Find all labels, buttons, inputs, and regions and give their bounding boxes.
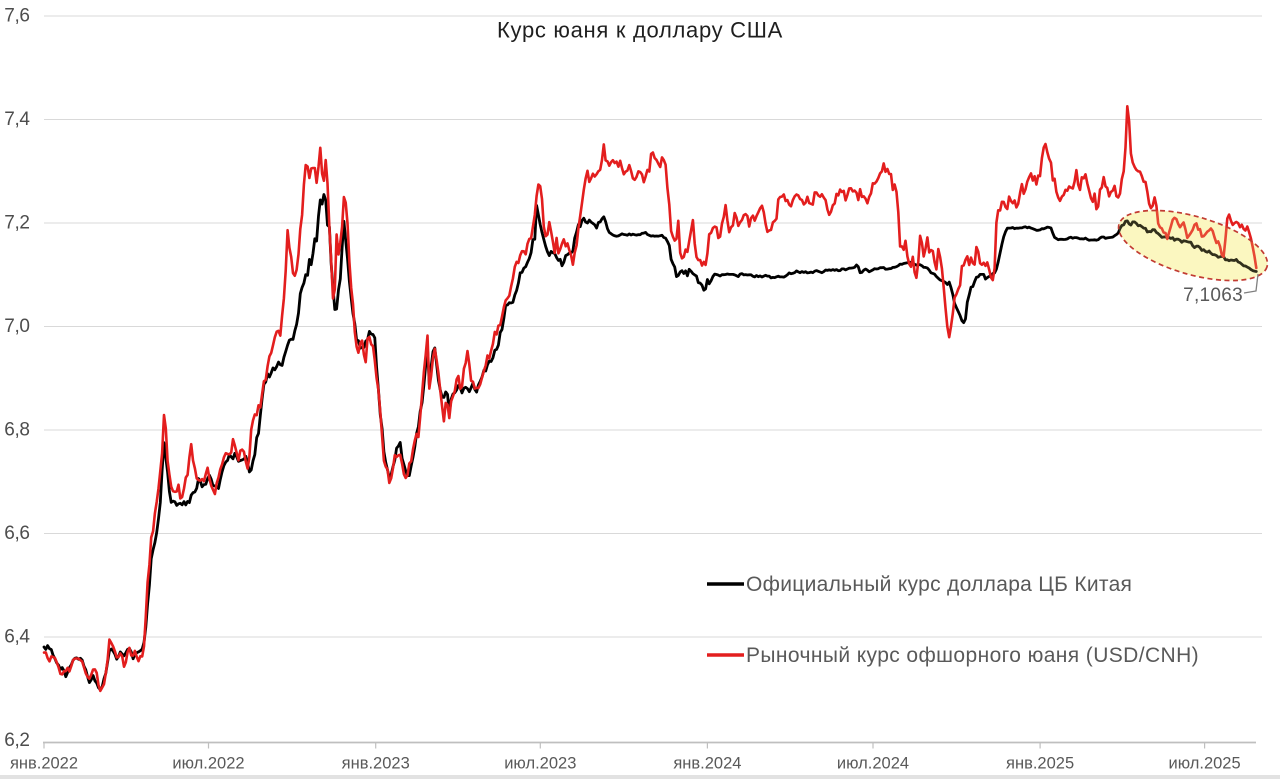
svg-text:6,6: 6,6	[4, 523, 29, 544]
svg-text:7,1063: 7,1063	[1183, 285, 1243, 306]
svg-text:июл.2022: июл.2022	[172, 755, 244, 773]
svg-text:7,6: 7,6	[4, 6, 29, 27]
svg-text:янв.2024: янв.2024	[673, 755, 741, 773]
svg-text:июл.2024: июл.2024	[837, 755, 909, 773]
svg-text:янв.2025: янв.2025	[1006, 755, 1074, 773]
svg-text:6,2: 6,2	[4, 730, 29, 751]
svg-text:6,4: 6,4	[4, 627, 30, 648]
svg-text:7,4: 7,4	[4, 109, 30, 130]
svg-text:июл.2023: июл.2023	[504, 755, 576, 773]
svg-text:7,0: 7,0	[4, 316, 29, 337]
svg-text:6,8: 6,8	[4, 420, 29, 441]
svg-text:Официальный курс доллара ЦБ Ки: Официальный курс доллара ЦБ Китая	[746, 573, 1132, 596]
svg-text:Курс юаня к доллару США: Курс юаня к доллару США	[497, 18, 783, 43]
svg-text:Рыночный курс офшорного юаня (: Рыночный курс офшорного юаня (USD/CNH)	[746, 644, 1199, 667]
svg-text:7,2: 7,2	[4, 213, 29, 234]
svg-text:янв.2022: янв.2022	[10, 755, 78, 773]
svg-text:июл.2025: июл.2025	[1169, 755, 1241, 773]
svg-text:янв.2023: янв.2023	[342, 755, 410, 773]
